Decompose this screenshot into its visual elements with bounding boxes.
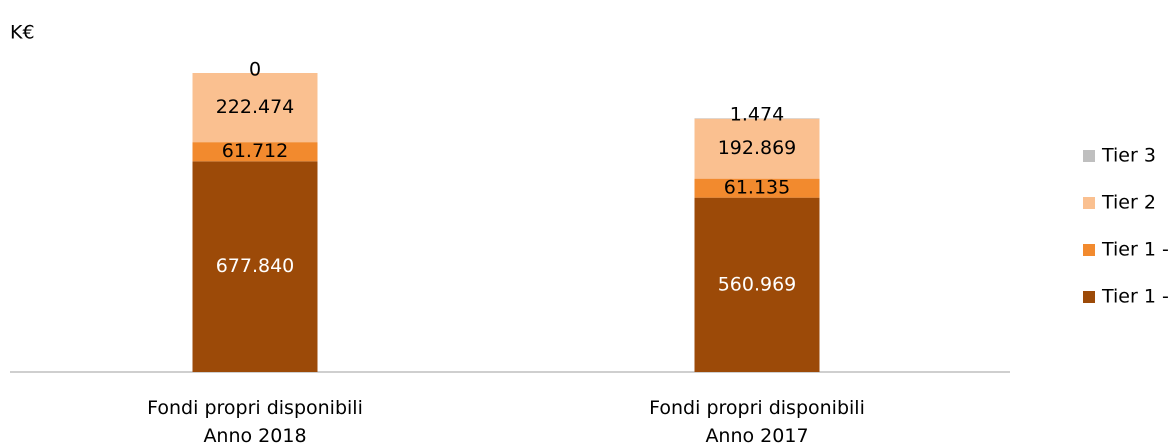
value-label: 61.712: [222, 140, 288, 162]
x-tick-label: Fondi propri disponibili Anno 2018: [147, 397, 363, 447]
unit-label: K€: [10, 22, 35, 44]
value-label: 61.135: [724, 177, 790, 199]
bar-segment: [192, 161, 318, 372]
value-label: 0: [249, 59, 261, 81]
bar-segment: [192, 73, 318, 143]
value-label: 1.474: [730, 104, 784, 126]
value-label: 560.969: [718, 273, 797, 295]
bar-segment: [192, 142, 318, 162]
legend-swatch: [1083, 197, 1095, 209]
bar-segment: [694, 118, 820, 179]
legend-swatch: [1083, 291, 1095, 303]
legend-swatch: [1083, 150, 1095, 162]
legend-swatch: [1083, 244, 1095, 256]
legend-label: Tier 3: [1101, 145, 1156, 167]
value-label: 222.474: [216, 96, 295, 118]
legend-label: Tier 1 - non ristretto: [1101, 286, 1168, 308]
legend-label: Tier 1 - ristretto: [1101, 239, 1168, 261]
value-label: 677.840: [216, 255, 295, 277]
legend-label: Tier 2: [1101, 192, 1156, 214]
x-tick-label: Fondi propri disponibili Anno 2017: [649, 397, 865, 447]
bar-segment: [694, 178, 820, 198]
value-label: 192.869: [718, 137, 797, 159]
bar-segment: [694, 197, 820, 372]
